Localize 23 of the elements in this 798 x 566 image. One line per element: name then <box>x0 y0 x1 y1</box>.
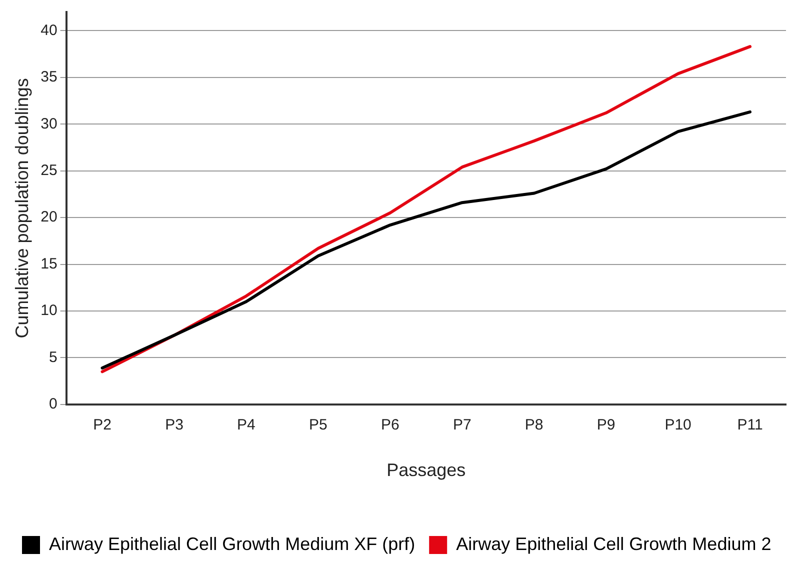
y-tick-label: 5 <box>48 348 58 366</box>
y-tick-label: 25 <box>40 162 58 179</box>
x-tick-label: P6 <box>380 416 400 434</box>
x-tick-label: P10 <box>664 416 692 434</box>
x-tick-label: P5 <box>309 416 328 434</box>
y-tick-label: 10 <box>40 302 58 320</box>
y-tick-label: 30 <box>40 115 58 132</box>
x-tick-label: P4 <box>237 416 256 434</box>
y-tick-label: 20 <box>40 208 58 226</box>
legend-label: Airway Epithelial Cell Growth Medium XF (prf) <box>49 534 416 554</box>
x-axis-title: Passages <box>386 460 466 480</box>
y-tick-label: 0 <box>48 396 58 413</box>
y-tick-label: 40 <box>40 22 58 39</box>
x-tick-label: P8 <box>524 416 544 434</box>
y-tick-label: 15 <box>40 255 58 272</box>
x-tick-label: P2 <box>93 416 112 434</box>
x-tick-label: P11 <box>737 416 763 434</box>
x-tick-label: P7 <box>452 416 472 434</box>
y-tick-label: 35 <box>40 68 58 86</box>
x-tick-label: P3 <box>165 416 184 434</box>
x-tick-label: P9 <box>596 416 616 434</box>
legend-label: Airway Epithelial Cell Growth Medium 2 <box>456 534 772 554</box>
y-axis-title: Cumulative population doublings <box>12 78 32 338</box>
